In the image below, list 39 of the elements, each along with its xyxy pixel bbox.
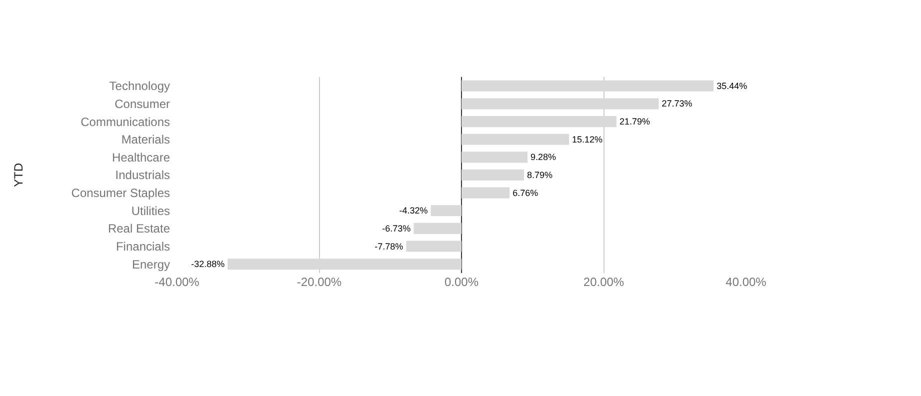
bar (414, 222, 462, 234)
bar (406, 240, 462, 252)
bar (430, 205, 462, 216)
x-tick-label: -20.00% (296, 275, 342, 289)
y-tick-label: Consumer (114, 96, 170, 111)
data-label: 8.79% (527, 170, 553, 180)
data-label: 9.28% (530, 152, 556, 162)
data-label: -6.73% (382, 223, 411, 234)
data-label: -32.88% (191, 259, 225, 270)
y-tick-label: Technology (109, 79, 170, 94)
y-tick-label: Materials (121, 132, 170, 147)
data-label: 6.76% (512, 188, 538, 198)
data-label: -7.78% (374, 241, 404, 252)
x-tick-label: 20.00% (583, 275, 624, 289)
bar (462, 80, 714, 92)
y-tick-label: Real Estate (108, 222, 170, 236)
x-tick-label: -40.00% (154, 275, 200, 289)
y-tick-label: Healthcare (112, 150, 170, 164)
bar (462, 169, 524, 181)
bar (228, 258, 462, 270)
data-label: 35.44% (716, 80, 748, 91)
x-tick-label: 40.00% (726, 275, 767, 289)
bar (462, 187, 510, 198)
data-label: 27.73% (662, 98, 692, 109)
y-axis-title: YTD (12, 162, 26, 187)
bar (462, 152, 528, 163)
data-label: 15.12% (572, 134, 603, 144)
data-label: 21.79% (619, 116, 650, 127)
y-tick-label: Energy (132, 257, 170, 272)
data-label: -4.32% (399, 206, 428, 216)
y-tick-label: Financials (116, 239, 170, 254)
x-tick-label: 0.00% (444, 275, 479, 289)
y-tick-label: Consumer Staples (71, 186, 170, 200)
bar (462, 116, 616, 128)
y-tick-label: Utilities (131, 204, 170, 218)
bar (462, 98, 659, 110)
y-tick-label: Industrials (115, 168, 170, 182)
bar (462, 134, 570, 145)
y-tick-label: Communications (80, 114, 170, 129)
